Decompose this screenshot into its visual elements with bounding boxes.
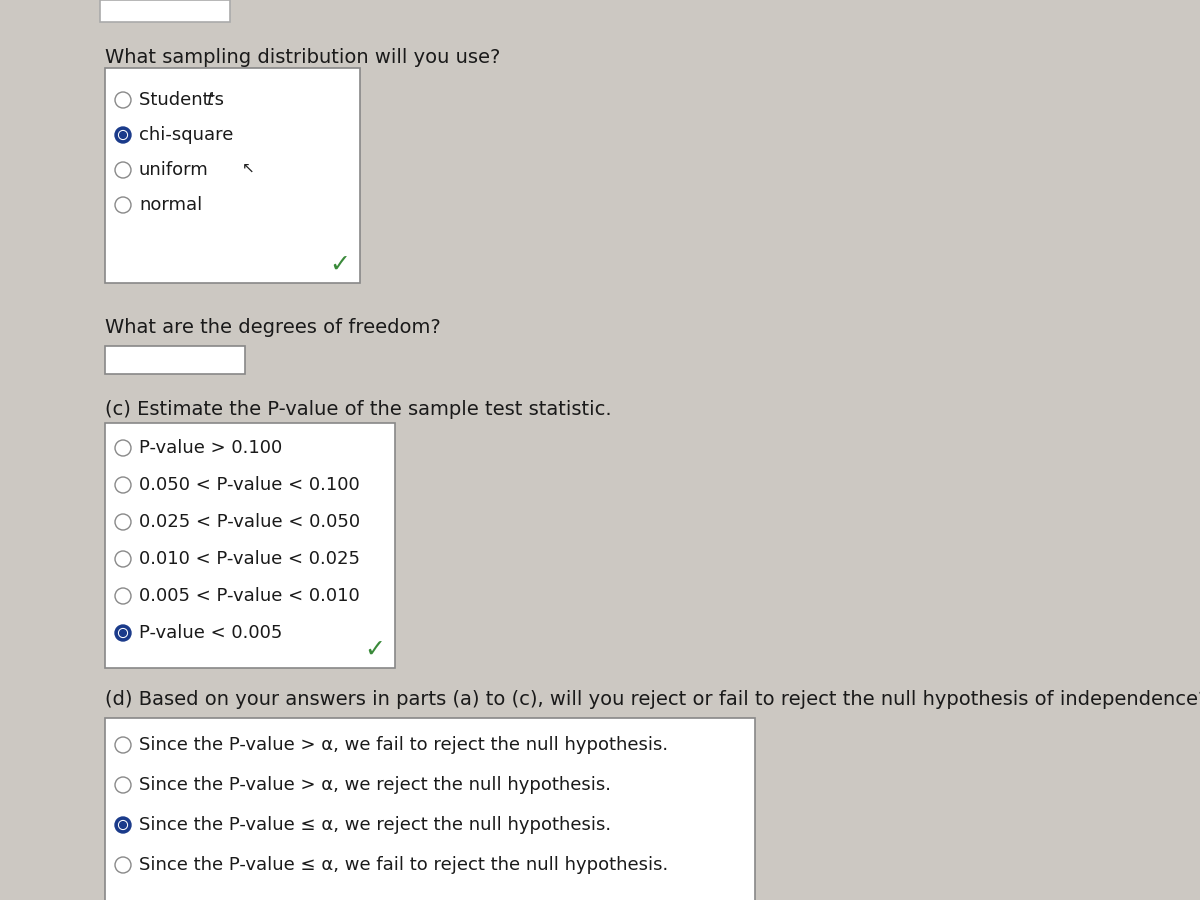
Text: chi-square: chi-square — [139, 126, 233, 144]
Text: 0.050 < P-value < 0.100: 0.050 < P-value < 0.100 — [139, 476, 360, 494]
Circle shape — [120, 131, 126, 139]
Circle shape — [115, 551, 131, 567]
Text: Since the P-value > α, we reject the null hypothesis.: Since the P-value > α, we reject the nul… — [139, 776, 611, 794]
Text: normal: normal — [139, 196, 203, 214]
Circle shape — [115, 588, 131, 604]
Bar — [106, 718, 755, 900]
Circle shape — [115, 440, 131, 456]
Text: ✓: ✓ — [365, 638, 385, 662]
Circle shape — [119, 821, 127, 830]
Text: Since the P-value > α, we fail to reject the null hypothesis.: Since the P-value > α, we fail to reject… — [139, 736, 668, 754]
Bar — [100, 0, 230, 22]
Text: What sampling distribution will you use?: What sampling distribution will you use? — [106, 48, 500, 67]
Circle shape — [115, 625, 131, 641]
Bar — [106, 346, 245, 374]
Circle shape — [115, 92, 131, 108]
Bar — [106, 68, 360, 283]
Text: ↖: ↖ — [242, 160, 254, 176]
Text: (c) Estimate the P-value of the sample test statistic.: (c) Estimate the P-value of the sample t… — [106, 400, 612, 419]
Text: Since the P-value ≤ α, we fail to reject the null hypothesis.: Since the P-value ≤ α, we fail to reject… — [139, 856, 668, 874]
Circle shape — [119, 628, 127, 637]
Circle shape — [115, 127, 131, 143]
Circle shape — [120, 630, 126, 636]
Text: (d) Based on your answers in parts (a) to (c), will you reject or fail to reject: (d) Based on your answers in parts (a) t… — [106, 690, 1200, 709]
Text: 0.010 < P-value < 0.025: 0.010 < P-value < 0.025 — [139, 550, 360, 568]
Circle shape — [120, 822, 126, 828]
Circle shape — [115, 514, 131, 530]
Text: Student's: Student's — [139, 91, 229, 109]
Text: uniform: uniform — [139, 161, 209, 179]
Circle shape — [115, 197, 131, 213]
Text: What are the degrees of freedom?: What are the degrees of freedom? — [106, 318, 440, 337]
Text: 0.025 < P-value < 0.050: 0.025 < P-value < 0.050 — [139, 513, 360, 531]
Text: P-value > 0.100: P-value > 0.100 — [139, 439, 282, 457]
Circle shape — [115, 477, 131, 493]
Text: Since the P-value ≤ α, we reject the null hypothesis.: Since the P-value ≤ α, we reject the nul… — [139, 816, 611, 834]
Circle shape — [115, 817, 131, 833]
Circle shape — [119, 130, 127, 140]
Text: ✓: ✓ — [330, 253, 350, 277]
Bar — [106, 423, 395, 668]
Circle shape — [115, 737, 131, 753]
Circle shape — [115, 857, 131, 873]
Circle shape — [115, 777, 131, 793]
Text: t: t — [208, 91, 214, 109]
Circle shape — [115, 162, 131, 178]
Text: P-value < 0.005: P-value < 0.005 — [139, 624, 282, 642]
Text: 0.005 < P-value < 0.010: 0.005 < P-value < 0.010 — [139, 587, 360, 605]
